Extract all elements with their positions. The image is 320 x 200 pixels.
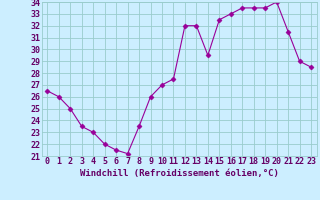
X-axis label: Windchill (Refroidissement éolien,°C): Windchill (Refroidissement éolien,°C): [80, 169, 279, 178]
